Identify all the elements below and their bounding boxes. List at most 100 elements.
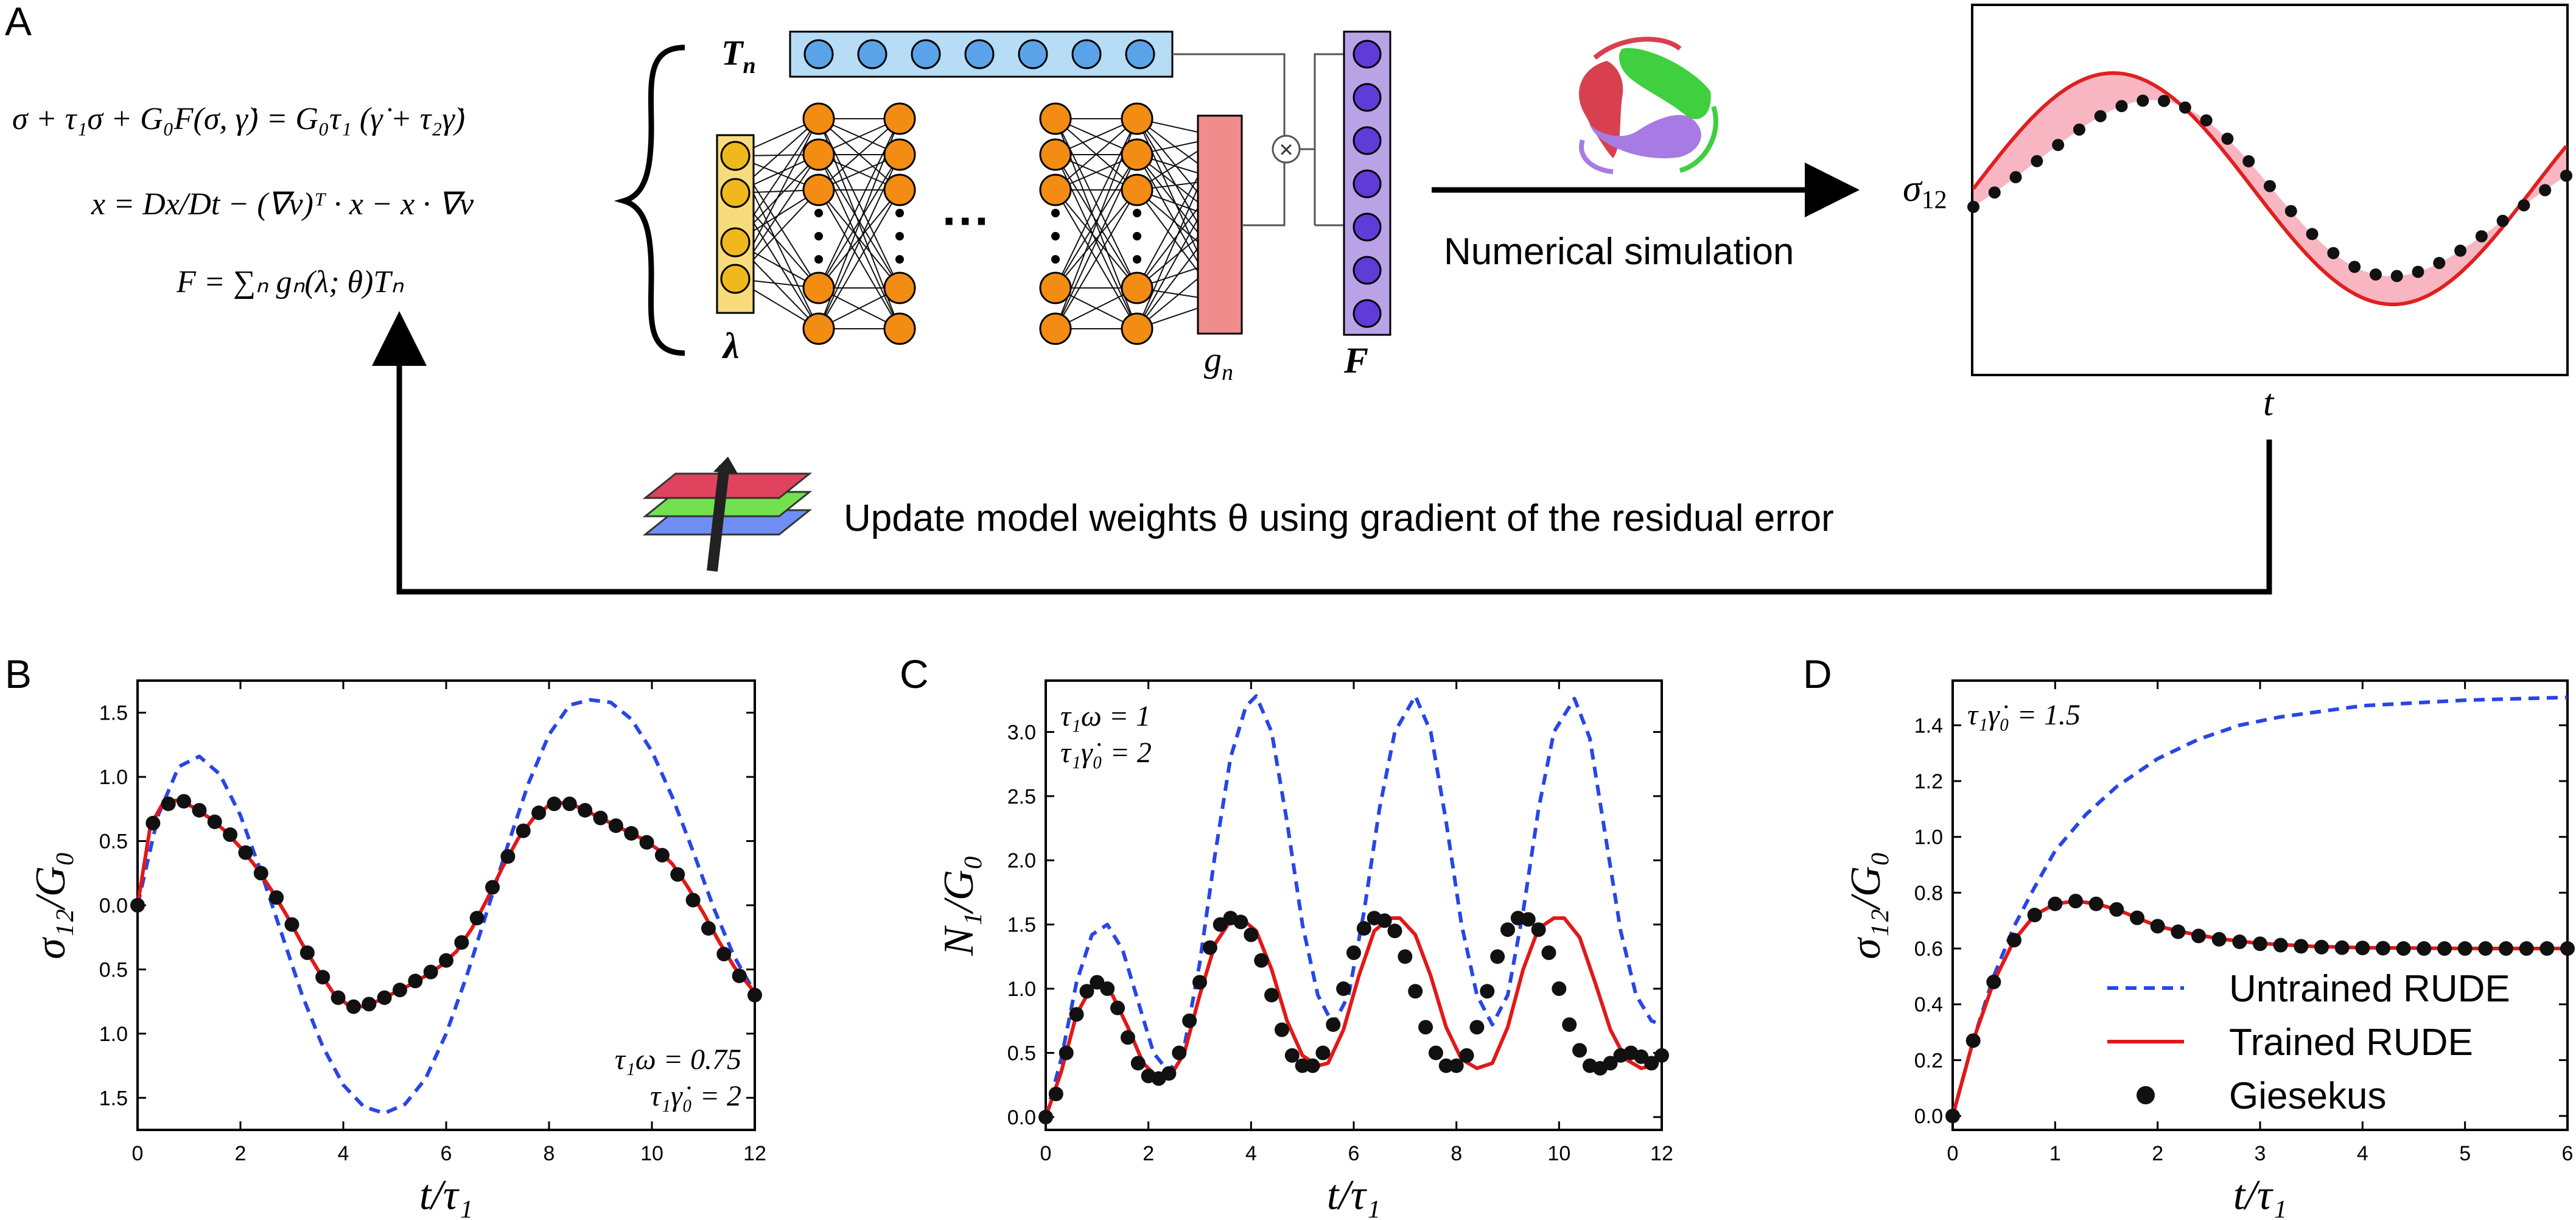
y-tick-label: 1.4 [1914,714,1943,737]
giesekus-marker [145,816,161,831]
giesekus-marker [1459,1048,1474,1063]
legend-giesekus-swatch [2137,1086,2155,1104]
giesekus-marker [1172,1045,1187,1060]
x-tick-label: 0 [1040,1142,1052,1165]
giesekus-marker [2478,941,2493,956]
giesekus-marker [747,987,762,1003]
vertical-ellipsis-dot [1051,232,1060,240]
giesekus-marker [1562,1017,1577,1032]
giesekus-marker [1965,1033,1981,1048]
network-node [1039,174,1072,206]
network-edge [1055,154,1138,289]
giesekus-marker [1346,945,1361,961]
giesekus-marker [1490,949,1505,964]
f-nodes [1353,40,1382,328]
giesekus-marker [2088,896,2104,911]
mini-plot-dot [2242,155,2255,167]
giesekus-marker [701,920,716,936]
y-tick-label: 1.0 [99,1023,128,1046]
vertical-ellipsis-dot [1133,209,1141,217]
mini-plot-dot [2369,268,2382,281]
giesekus-marker [2417,941,2432,956]
giesekus-marker [1408,984,1423,999]
mini-plot-dot [1988,186,2001,199]
untrained-rude-line [136,698,757,1115]
giesekus-marker [1603,1056,1618,1071]
chart-panel-c: 0 2 4 6 8 10 12 0.0 0.5 1.0 1.5 2.0 2.5 3.0 t/τ₁ N₁/G₀ τ… [936,679,1673,1219]
tn-node [911,39,941,69]
giesekus-marker [2068,894,2083,909]
giesekus-marker [2355,941,2370,956]
giesekus-marker [454,935,469,950]
y-tick-label: 2.5 [1007,785,1036,808]
giesekus-marker [331,990,346,1005]
giesekus-marker [253,866,268,881]
f-node [1353,40,1382,69]
giesekus-marker [1326,1017,1341,1032]
vertical-ellipsis-dot [1133,255,1141,264]
giesekus-marker [1986,975,2001,990]
parameter-annotation: τ₁γ̇₀ = 2 [650,1080,741,1112]
giesekus-marker [1438,1058,1454,1073]
x-tick-label: 4 [1245,1142,1257,1165]
vertical-ellipsis-dot [895,232,904,240]
multiply-icon [1272,135,1301,164]
giesekus-marker [2130,910,2144,925]
giesekus-marker [716,947,732,962]
y-tick-label: 2.0 [1007,849,1036,872]
giesekus-marker [2109,902,2124,917]
x-tick-label: 6 [2562,1142,2574,1165]
y-axis-label: N₁/G₀ [936,855,982,956]
mini-plot-dot [2073,123,2085,136]
tn-node [857,39,887,69]
giesekus-marker [1387,924,1402,939]
y-tick-label: 0.5 [99,958,128,981]
f-node [1353,299,1382,328]
network-node [802,138,835,171]
tn-node [803,39,834,69]
giesekus-marker [1079,984,1094,999]
chart-panel-b: 0 2 4 6 8 10 12 1.5 1.0 0.5 0.0 0.5 1.0 1.5 t/τ₁ σ₁₂/G₀… [27,679,766,1219]
giesekus-marker [2437,941,2452,956]
giesekus-marker [377,990,392,1005]
giesekus-marker [593,810,608,826]
giesekus-marker [177,794,192,809]
giesekus-marker [500,849,516,864]
equation-constitutive: σ + τ₁σ + G₀F(σ, γ̇) = G₀τ₁ (γ̇ + τ₂γ̇) [12,102,465,136]
giesekus-marker [1945,1109,1960,1124]
giesekus-marker [1120,1030,1135,1045]
mini-plot-dot [2560,169,2572,182]
giesekus-marker [1572,1043,1587,1058]
x-axis-label: t/τ₁ [2233,1172,2287,1219]
mini-plot-dot [1967,200,1979,213]
gn-label: gn [1204,340,1233,385]
network-edge [818,154,900,289]
giesekus-marker [423,964,438,980]
giesekus-marker [1398,949,1413,964]
network-node [802,312,835,345]
f-node [1353,83,1382,112]
giesekus-marker [1059,1045,1074,1060]
mini-plot-dot [2412,265,2424,278]
f-node [1353,256,1382,285]
giesekus-marker [2191,928,2206,944]
mini-plot-dot [2327,247,2340,259]
mini-plot-dot [2348,261,2361,273]
curly-brace [614,44,685,356]
network-node [720,141,751,171]
y-tick-label: 0.5 [1007,1042,1036,1065]
mini-plot-dot [2158,94,2171,107]
giesekus-marker [1500,922,1515,938]
y-tick-label: 1.0 [99,766,128,789]
giesekus-marker [1244,927,1259,942]
trained-rude-line [1044,916,1664,1118]
giesekus-marker [1192,975,1207,990]
giesekus-marker [1377,913,1392,928]
legend-untrained-label: Untrained RUDE [2229,968,2510,1010]
giesekus-marker [1541,945,1556,961]
giesekus-marker [469,911,485,926]
giesekus-marker [238,845,253,860]
tn-node [1018,39,1048,69]
giesekus-marker [485,880,500,895]
network-node [1121,272,1153,304]
